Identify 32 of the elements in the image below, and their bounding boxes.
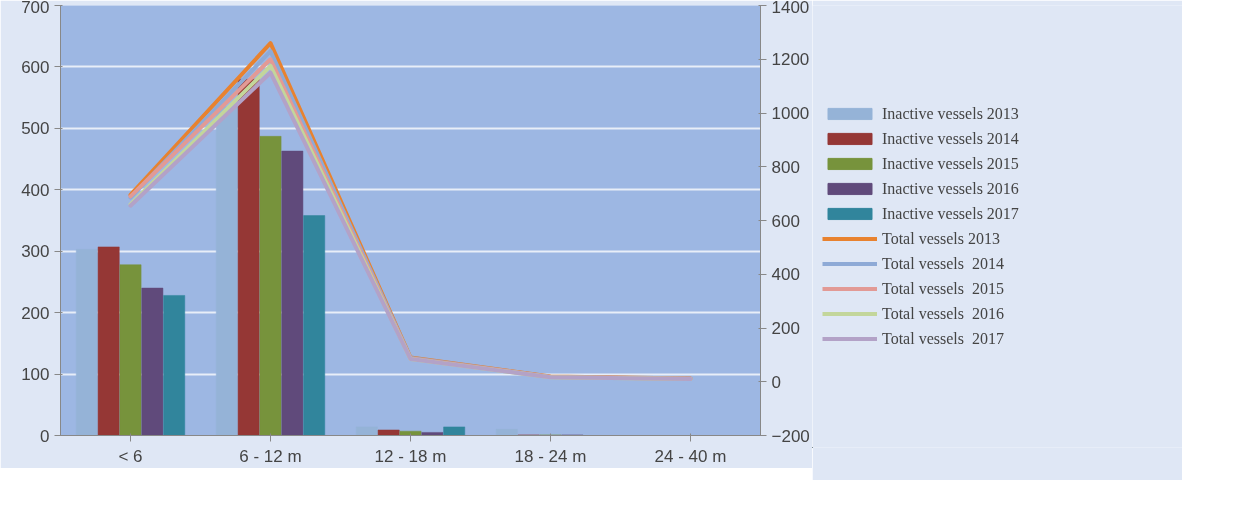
- y-tick-label: 600: [21, 57, 50, 77]
- legend-label: Total vessels 2015: [882, 279, 1004, 298]
- y-tick-label: 500: [21, 119, 50, 139]
- legend-label: Total vessels 2013: [882, 229, 1000, 248]
- y-tick-label: 0: [40, 426, 50, 446]
- x-tick-label: < 6: [118, 446, 143, 466]
- y2-tick-label: 200: [771, 319, 800, 338]
- legend-label: Total vessels 2014: [882, 254, 1004, 273]
- legend-label: Inactive vessels 2016: [882, 179, 1019, 198]
- x-tick-label: 24 - 40 m: [654, 446, 727, 466]
- y2-tick-label: 1400: [771, 0, 810, 17]
- x-tick-label: 18 - 24 m: [514, 446, 587, 466]
- y2-tick-label: 800: [771, 157, 800, 177]
- y2-tick-label: 600: [771, 211, 800, 231]
- x-tick-label: 6 - 12 m: [239, 446, 302, 466]
- x-tick-label: 12 - 18 m: [374, 446, 447, 466]
- legend-label: Inactive vessels 2014: [882, 129, 1019, 148]
- y2-tick-label: 0: [771, 372, 781, 392]
- y-tick-label: 400: [21, 180, 50, 200]
- y-tick-label: 300: [21, 242, 50, 262]
- legend-label: Inactive vessels 2013: [882, 104, 1019, 123]
- y2-tick-label: 1200: [771, 50, 810, 70]
- y2-tick-label: −200: [771, 426, 810, 446]
- y2-tick-label: 1000: [771, 104, 810, 123]
- legend-label: Inactive vessels 2017: [882, 204, 1019, 223]
- legend-label: Total vessels 2017: [882, 329, 1004, 348]
- legend-label: Total vessels 2016: [882, 304, 1004, 323]
- legend-label: Inactive vessels 2015: [882, 154, 1019, 173]
- y-tick-label: 100: [21, 365, 50, 385]
- y-tick-label: 200: [21, 303, 50, 323]
- y-tick-label: 700: [21, 0, 50, 17]
- y2-tick-label: 400: [771, 265, 800, 285]
